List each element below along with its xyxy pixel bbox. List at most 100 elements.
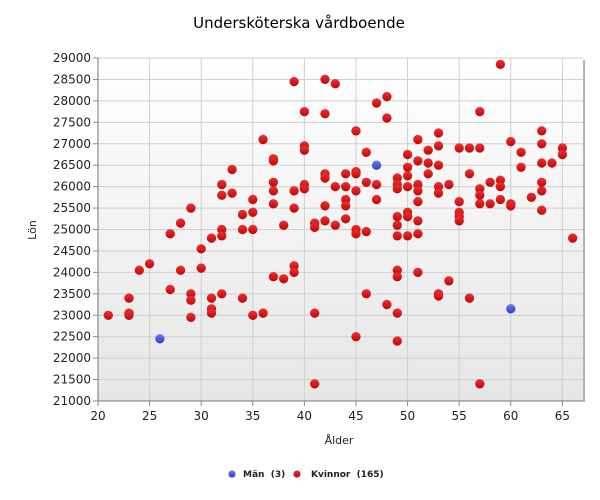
data-point-woman xyxy=(247,207,258,218)
data-point-woman xyxy=(196,263,207,273)
y-tick-label: 21000 xyxy=(53,394,91,408)
y-tick-label: 25000 xyxy=(53,223,91,237)
data-point-woman xyxy=(289,76,299,87)
data-point-woman xyxy=(134,265,145,276)
x-tick-label: 45 xyxy=(348,409,363,423)
data-point-woman xyxy=(392,211,403,222)
data-point-woman xyxy=(413,267,423,278)
data-point-woman xyxy=(237,224,248,235)
data-point-woman xyxy=(557,149,568,160)
data-point-woman xyxy=(392,308,403,318)
data-point-woman xyxy=(382,91,392,102)
data-point-woman xyxy=(268,186,279,196)
x-tick-label: 35 xyxy=(245,409,260,423)
data-point-woman xyxy=(299,183,310,194)
data-point-woman xyxy=(402,211,413,222)
data-point-woman xyxy=(423,158,434,168)
y-tick-label: 28000 xyxy=(53,94,91,108)
data-point-woman xyxy=(247,224,258,235)
data-point-woman xyxy=(474,143,485,153)
data-point-woman xyxy=(505,201,516,211)
data-point-woman xyxy=(413,134,423,145)
y-tick-label: 27500 xyxy=(53,115,91,129)
data-point-woman xyxy=(216,288,227,299)
legend: Män (3) Kvinnor (165) xyxy=(228,470,384,480)
data-point-woman xyxy=(474,198,485,209)
data-point-woman xyxy=(289,203,299,213)
data-point-woman xyxy=(454,143,465,153)
data-point-woman xyxy=(340,168,351,179)
data-point-woman xyxy=(227,188,237,198)
data-point-woman xyxy=(474,106,485,117)
data-point-woman xyxy=(371,179,382,190)
data-point-woman xyxy=(165,284,176,295)
data-point-woman xyxy=(299,106,310,117)
data-point-woman xyxy=(454,216,465,226)
data-point-woman xyxy=(382,299,392,310)
legend-label-woman: Kvinnor (165) xyxy=(311,470,384,480)
data-point-woman xyxy=(536,138,547,149)
x-tick-label: 40 xyxy=(297,409,312,423)
data-point-woman xyxy=(278,273,289,284)
data-point-woman xyxy=(351,228,361,239)
y-tick-label: 23000 xyxy=(53,308,91,322)
data-point-woman xyxy=(340,181,351,192)
data-point-woman xyxy=(536,126,547,136)
y-tick-label: 25500 xyxy=(53,201,91,215)
data-point-woman xyxy=(526,192,537,203)
y-tick-label: 26500 xyxy=(53,158,91,172)
data-point-woman xyxy=(330,78,341,89)
data-point-woman xyxy=(474,379,485,389)
data-point-woman xyxy=(206,293,217,303)
chart-title: Undersköterska vårdboende xyxy=(193,14,405,32)
data-point-woman xyxy=(495,59,506,70)
data-point-woman xyxy=(351,331,361,342)
data-point-woman xyxy=(165,228,176,239)
data-point-woman xyxy=(413,156,423,166)
data-point-woman xyxy=(278,220,289,231)
data-point-woman xyxy=(402,231,413,241)
data-point-woman xyxy=(320,173,330,183)
data-point-woman xyxy=(268,198,279,209)
data-point-woman xyxy=(495,194,506,205)
y-tick-label: 23500 xyxy=(53,287,91,301)
y-tick-label: 27000 xyxy=(53,137,91,151)
data-point-man xyxy=(155,333,165,344)
data-point-woman xyxy=(237,209,248,220)
data-point-woman xyxy=(454,196,465,207)
data-point-woman xyxy=(361,226,372,237)
data-point-woman xyxy=(413,216,423,226)
data-point-woman xyxy=(413,196,423,207)
legend-marker-woman xyxy=(293,470,301,478)
data-point-woman xyxy=(206,233,217,243)
x-tick-label: 20 xyxy=(90,409,105,423)
data-point-woman xyxy=(392,231,403,241)
data-point-woman xyxy=(474,190,485,201)
data-point-woman xyxy=(309,222,320,233)
data-point-woman xyxy=(330,220,341,231)
data-point-woman xyxy=(351,186,361,196)
x-tick-label: 30 xyxy=(194,409,209,423)
x-tick-label: 55 xyxy=(452,409,467,423)
data-point-woman xyxy=(247,310,258,321)
data-point-woman xyxy=(361,147,372,158)
data-point-woman xyxy=(402,149,413,160)
data-point-woman xyxy=(309,379,320,389)
data-point-woman xyxy=(258,308,268,318)
data-point-woman xyxy=(464,143,475,153)
data-point-woman xyxy=(444,276,454,286)
data-point-man xyxy=(371,160,382,171)
x-tick-label: 25 xyxy=(142,409,157,423)
data-point-woman xyxy=(299,145,310,156)
y-tick-label: 29000 xyxy=(53,51,91,65)
data-point-woman xyxy=(268,271,279,282)
data-point-woman xyxy=(423,168,434,179)
y-tick-label: 24500 xyxy=(53,244,91,258)
data-point-woman xyxy=(351,168,361,179)
data-point-woman xyxy=(536,186,547,196)
data-point-woman xyxy=(433,160,444,171)
data-point-woman xyxy=(340,213,351,224)
data-point-woman xyxy=(206,308,217,318)
data-point-woman xyxy=(371,98,382,108)
